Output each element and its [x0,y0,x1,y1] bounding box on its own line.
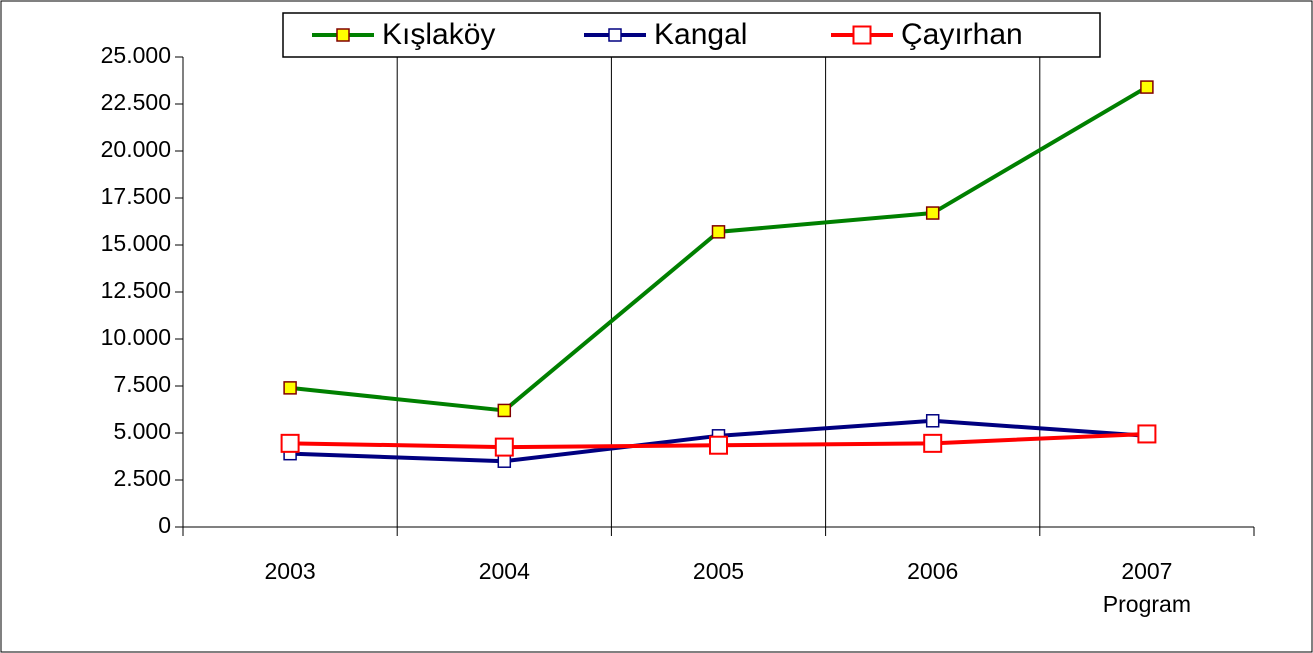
y-tick-label: 22.500 [101,89,171,115]
legend-marker [852,25,872,45]
y-tick-label: 0 [158,512,171,538]
y-tick-label: 17.500 [101,183,171,209]
x-tick-label: 2005 [693,558,744,584]
x-tick-label: 2006 [907,558,958,584]
legend-label: Kangal [654,18,747,51]
point [1140,80,1154,94]
point [923,433,943,453]
y-tick-label: 12.500 [101,277,171,303]
point [494,437,514,457]
point [283,381,297,395]
legend-box [282,12,1101,58]
point [1137,424,1157,444]
x-tick-label: 2003 [265,558,316,584]
point [925,414,940,428]
y-tick-label: 25.000 [101,42,171,68]
point [711,225,726,239]
point [925,206,940,220]
point [280,433,300,453]
x-tick-label: 2007 Program [1103,558,1191,617]
y-tick-label: 20.000 [101,136,171,162]
y-tick-label: 15.000 [101,230,171,256]
y-tick-label: 7.500 [113,371,171,397]
point [497,454,512,468]
y-tick-label: 2.500 [113,465,171,491]
point [709,435,728,455]
point [497,403,512,418]
x-tick-label: 2004 [479,558,530,584]
y-tick-label: 5.000 [113,418,171,444]
legend-marker [336,28,350,42]
legend-label: Kışlaköy [382,18,495,51]
y-tick-label: 10.000 [101,324,171,350]
legend-label: Çayırhan [901,18,1023,51]
legend-marker [608,28,622,42]
